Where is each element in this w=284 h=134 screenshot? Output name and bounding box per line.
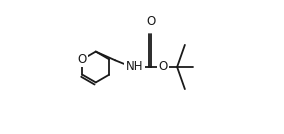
Text: O: O: [78, 53, 87, 66]
Text: NH: NH: [126, 60, 143, 74]
Text: O: O: [146, 15, 155, 28]
Text: O: O: [159, 60, 168, 74]
